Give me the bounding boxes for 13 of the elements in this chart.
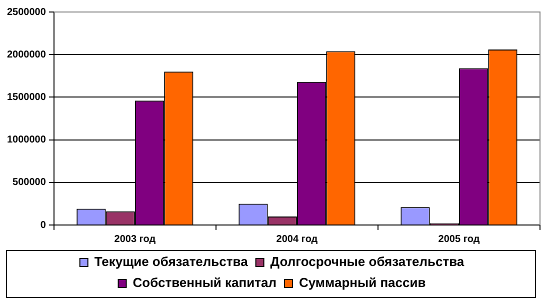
legend-label: Текущие обязательства <box>94 254 249 270</box>
legend-label: Долгосрочные обязательства <box>270 254 465 270</box>
y-tick-label: 1500000 <box>6 92 46 103</box>
x-tick-label: 2003 год <box>114 234 156 245</box>
y-tick-label: 0 <box>40 220 46 231</box>
x-tick-label: 2005 год <box>438 234 480 245</box>
legend-label: Суммарный пассив <box>298 275 426 290</box>
y-tick-label: 500000 <box>12 177 46 188</box>
legend-label: Собственный капитал <box>132 275 276 290</box>
y-tick-label: 2500000 <box>6 6 46 18</box>
y-tick-label: 1000000 <box>6 134 46 146</box>
x-tick-label: 2004 год <box>276 234 318 245</box>
y-tick-label: 2000000 <box>6 49 46 60</box>
